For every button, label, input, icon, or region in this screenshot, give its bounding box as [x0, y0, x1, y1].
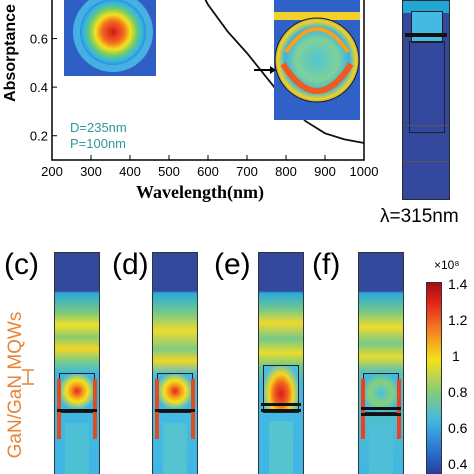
x-tick-label: 800: [275, 164, 297, 179]
colorbar-tick: 1: [452, 348, 460, 364]
inset-field-map-short: [64, 0, 156, 76]
field-strip-top-right: [402, 0, 450, 200]
annotation-period: P=100nm: [70, 136, 127, 151]
field-strip-c: [54, 252, 100, 474]
colorbar: [426, 282, 442, 474]
x-tick-label: 600: [197, 164, 219, 179]
annotation-diameter: D=235nm: [70, 120, 127, 135]
x-axis-label: Wavelength(nm): [136, 182, 264, 202]
panel-label-f: (f): [312, 248, 341, 281]
y-tick-label: 0.6: [30, 32, 48, 47]
y-tick-label: 0.2: [30, 129, 48, 144]
colorbar-tick: 0.4: [448, 456, 468, 472]
colorbar-tick: 0.6: [448, 420, 468, 436]
panel-label-d: (d): [112, 248, 149, 281]
colorbar-exponent: ×10⁸: [434, 258, 460, 272]
panel-label-c: (c): [4, 248, 39, 281]
x-tick-label: 700: [236, 164, 258, 179]
field-strip-d: [152, 252, 198, 474]
field-strip-e: [258, 252, 304, 474]
mqw-bracket: [22, 369, 34, 385]
colorbar-tick: 0.8: [448, 384, 468, 400]
x-tick-label: 500: [158, 164, 180, 179]
y-axis-label: Absorptance: [1, 4, 19, 102]
panel-label-e: (e): [214, 248, 251, 281]
field-strip-f: [358, 252, 404, 474]
inset-field-map-long: [274, 0, 360, 120]
x-tick-label: 900: [314, 164, 336, 179]
x-tick-label: 1000: [350, 164, 379, 179]
absorptance-plot: 200 300 400 500 600 700 800 900 1000 0.2 0.4 0.6: [30, 0, 379, 179]
x-tick-label: 300: [80, 164, 102, 179]
colorbar-tick: 1.2: [448, 312, 468, 328]
x-tick-label: 200: [41, 164, 63, 179]
y-tick-label: 0.4: [30, 80, 48, 95]
wavelength-caption: λ=315nm: [380, 206, 459, 227]
x-tick-label: 400: [119, 164, 141, 179]
colorbar-tick: 1.4: [448, 276, 468, 292]
